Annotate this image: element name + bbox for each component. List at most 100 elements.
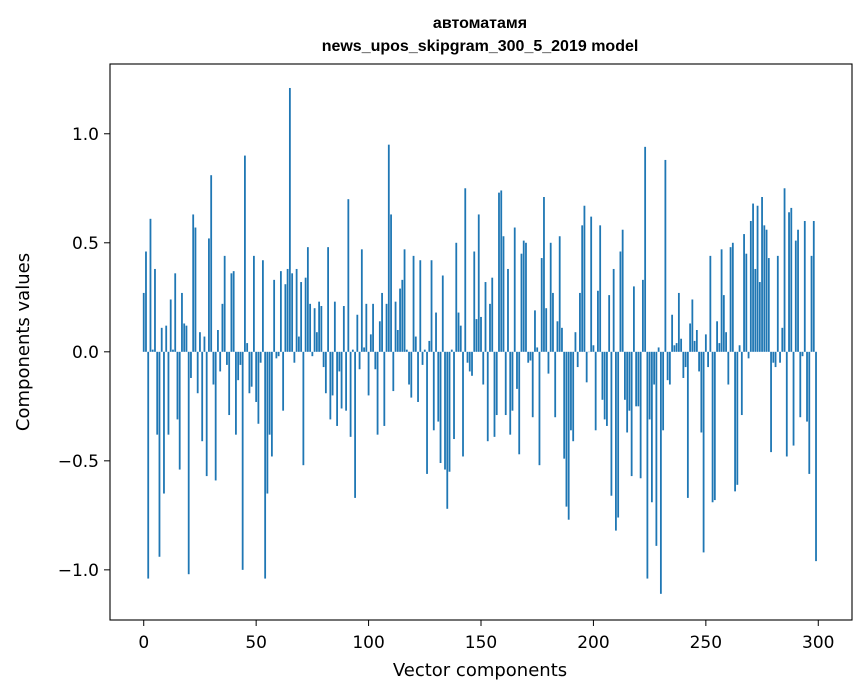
bar-218	[633, 286, 635, 352]
bar-75	[311, 351, 314, 357]
bar-114	[399, 288, 401, 352]
bar-27	[203, 336, 206, 352]
bar-50	[255, 351, 258, 402]
bar-42	[237, 351, 240, 381]
bar-292	[799, 351, 802, 418]
bar-83	[329, 351, 332, 420]
bar-113	[396, 330, 399, 352]
bar-170	[525, 242, 527, 352]
x-axis-label: Vector components	[393, 660, 567, 681]
bar-62	[282, 351, 285, 411]
bar-183	[554, 351, 557, 418]
bar-140	[457, 312, 460, 352]
bar-238	[677, 292, 680, 352]
bar-223	[644, 146, 647, 352]
bar-187	[563, 351, 566, 459]
y-tick-label: −1.0	[58, 561, 99, 581]
bar-101	[369, 334, 372, 352]
bar-85	[333, 301, 336, 352]
bar-96	[358, 351, 361, 370]
bar-97	[360, 249, 363, 352]
bar-94	[354, 351, 356, 498]
bar-108	[385, 303, 388, 352]
bar-46	[246, 343, 249, 352]
bar-7	[158, 351, 161, 557]
bar-160	[502, 236, 505, 352]
bar-123	[419, 260, 422, 352]
bar-19	[185, 325, 188, 352]
bar-71	[302, 351, 305, 466]
bar-279	[770, 351, 772, 453]
bar-66	[291, 273, 294, 352]
bar-288	[790, 207, 793, 352]
bar-98	[363, 347, 365, 352]
bar-107	[383, 351, 386, 426]
bar-63	[284, 284, 287, 352]
bar-106	[381, 292, 383, 352]
bar-175	[536, 347, 539, 352]
bar-148	[475, 319, 478, 352]
bar-214	[624, 351, 626, 400]
bar-294	[803, 220, 806, 352]
bar-204	[601, 351, 604, 400]
bar-15	[176, 351, 179, 420]
bar-181	[549, 242, 552, 352]
bar-128	[430, 260, 433, 352]
bar-24	[196, 351, 199, 394]
bar-194	[579, 292, 581, 352]
bar-136	[448, 351, 451, 472]
bar-121	[414, 336, 417, 352]
bar-180	[547, 351, 550, 374]
bar-199	[590, 216, 593, 352]
bar-163	[509, 351, 512, 435]
bar-228	[655, 351, 658, 546]
bar-6	[156, 351, 159, 435]
bar-251	[707, 351, 709, 368]
bar-242	[686, 351, 689, 498]
bar-277	[765, 229, 768, 352]
bar-137	[450, 349, 453, 352]
bar-23	[194, 227, 197, 352]
bar-55	[266, 351, 269, 494]
bar-124	[421, 351, 424, 365]
bar-291	[797, 229, 799, 352]
x-tick-label: 100	[352, 633, 384, 653]
bar-65	[288, 87, 291, 352]
bar-235	[671, 314, 674, 352]
y-axis-label: Components values	[13, 253, 34, 431]
bar-295	[806, 351, 808, 422]
bar-284	[781, 327, 784, 352]
bar-261	[729, 247, 732, 352]
bar-212	[619, 251, 622, 352]
bar-13	[172, 349, 174, 352]
bar-64	[286, 268, 289, 352]
bar-197	[585, 351, 588, 383]
bar-45	[244, 155, 246, 352]
bar-256	[718, 343, 721, 352]
bar-154	[489, 303, 491, 352]
bar-105	[378, 321, 381, 352]
bar-36	[223, 255, 226, 352]
bar-275	[761, 197, 763, 352]
bar-17	[181, 292, 183, 352]
bar-290	[794, 240, 797, 352]
bar-144	[466, 351, 469, 363]
bar-273	[756, 205, 759, 352]
x-tick-label: 200	[577, 633, 609, 653]
bar-120	[412, 255, 415, 352]
bar-173	[531, 351, 534, 418]
bar-282	[776, 255, 779, 352]
bar-224	[646, 351, 649, 579]
bar-234	[668, 351, 671, 385]
bar-161	[504, 351, 507, 416]
bar-57	[270, 351, 273, 457]
bar-2	[147, 351, 150, 579]
bar-166	[516, 351, 518, 389]
bar-146	[471, 351, 473, 376]
bar-59	[275, 351, 278, 359]
bar-135	[446, 351, 449, 509]
bar-220	[637, 351, 640, 407]
bar-20	[187, 351, 190, 575]
bar-82	[327, 247, 329, 352]
